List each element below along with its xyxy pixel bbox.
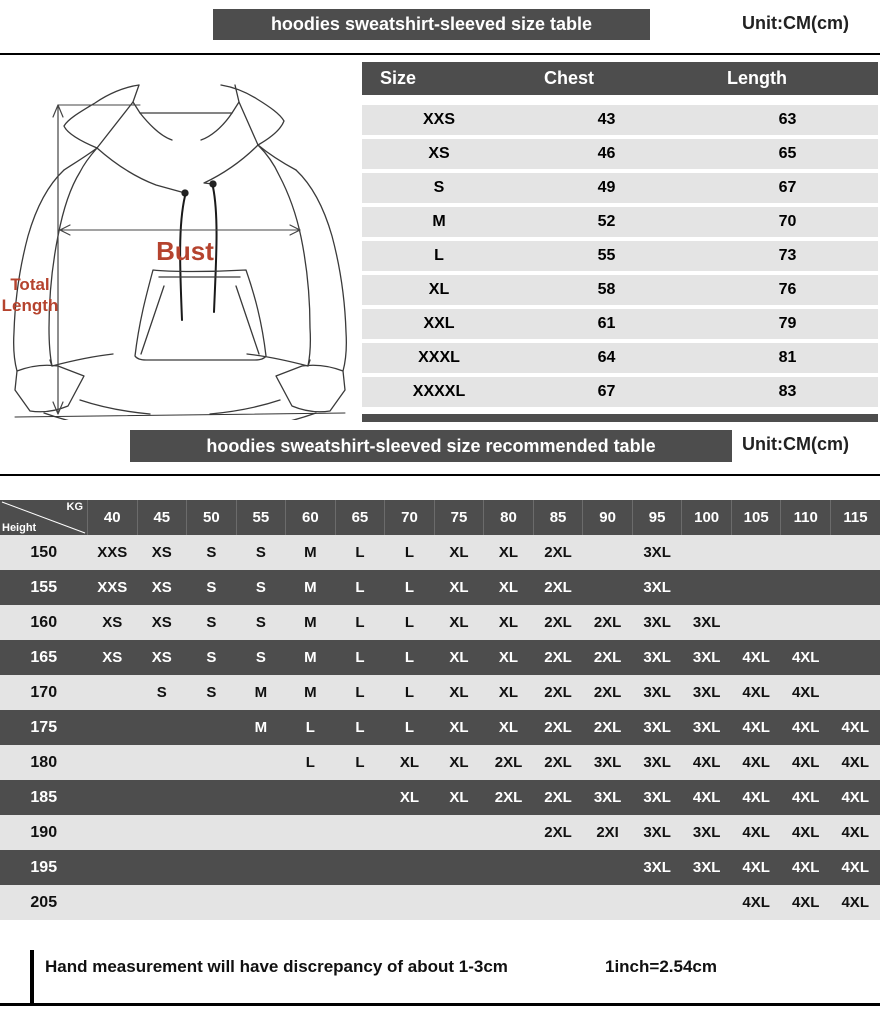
svg-text:Total: Total (10, 275, 49, 294)
svg-text:Bust: Bust (156, 236, 214, 266)
svg-text:Length: Length (2, 296, 59, 315)
